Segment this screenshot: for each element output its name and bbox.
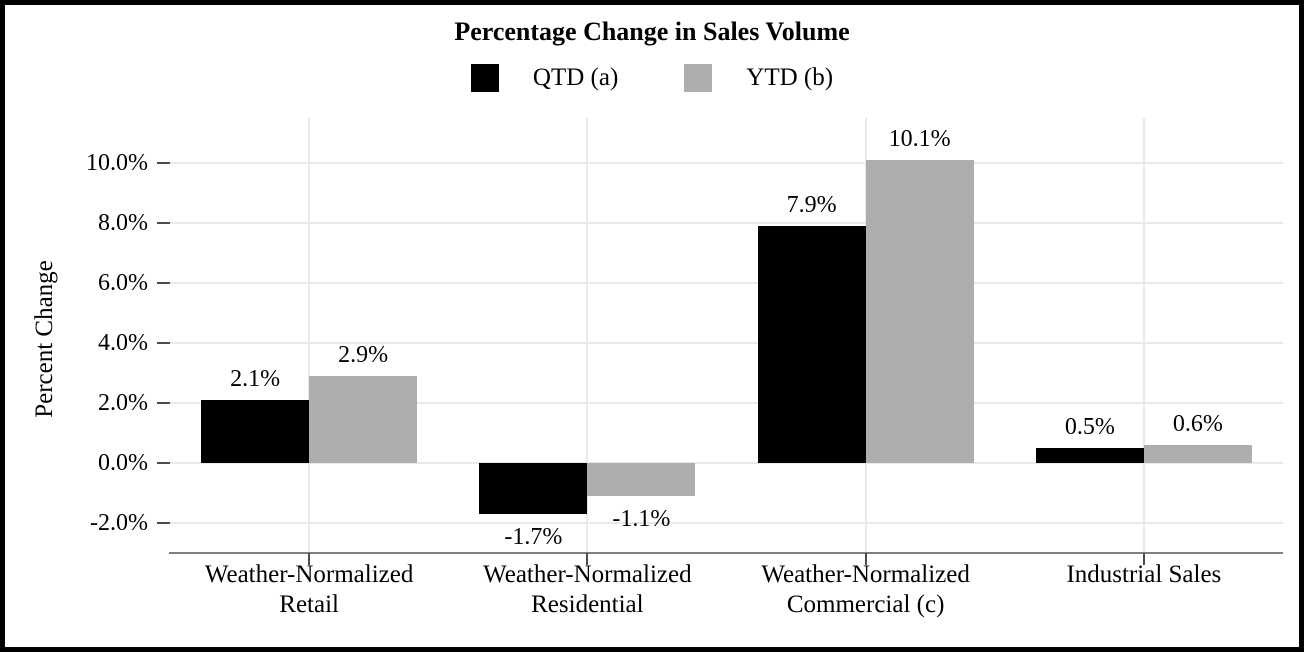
gridline-vertical bbox=[586, 118, 589, 553]
y-axis-tick bbox=[157, 222, 170, 224]
gridline-horizontal bbox=[170, 222, 1283, 224]
y-axis-tick bbox=[157, 522, 170, 524]
x-axis-tick bbox=[308, 553, 311, 565]
legend: QTD (a) YTD (b) bbox=[0, 60, 1304, 96]
legend-item-ytd: YTD (b) bbox=[684, 64, 833, 92]
gridline-vertical bbox=[1142, 118, 1145, 553]
legend-swatch-ytd-icon bbox=[684, 64, 713, 92]
x-tick-label-line: Industrial Sales bbox=[1066, 561, 1222, 588]
legend-label-qtd: QTD (a) bbox=[532, 64, 619, 91]
x-tick-label: Industrial Sales bbox=[994, 560, 1294, 590]
y-tick-label: 8.0% bbox=[98, 210, 148, 236]
gridline-horizontal bbox=[170, 402, 1283, 404]
legend-label-ytd: YTD (b) bbox=[746, 64, 834, 91]
bar-qtd bbox=[757, 226, 866, 463]
bar-value-label: 2.9% bbox=[338, 342, 389, 368]
x-axis-tick bbox=[586, 553, 589, 565]
legend-item-qtd: QTD (a) bbox=[470, 64, 619, 92]
gridline-vertical bbox=[308, 118, 311, 553]
bar-ytd bbox=[1143, 445, 1252, 463]
bar-ytd bbox=[587, 463, 696, 496]
y-axis-tick bbox=[157, 162, 170, 164]
y-tick-label: -2.0% bbox=[90, 510, 148, 536]
x-tick-label-line: Residential bbox=[531, 591, 644, 618]
x-tick-label: Weather-Normalized Residential bbox=[437, 560, 737, 620]
gridline-horizontal bbox=[170, 342, 1283, 344]
y-axis-tick bbox=[157, 402, 170, 404]
x-tick-label: Weather-Normalized Commercial (c) bbox=[716, 560, 1016, 620]
y-tick-label: 4.0% bbox=[98, 330, 148, 356]
x-tick-label-line: Weather-Normalized bbox=[761, 561, 970, 588]
legend-swatch-qtd-icon bbox=[470, 64, 499, 92]
y-tick-label: 6.0% bbox=[98, 270, 148, 296]
gridline-horizontal bbox=[170, 282, 1283, 284]
gridline-horizontal bbox=[170, 162, 1283, 164]
bar-value-label: 0.6% bbox=[1172, 411, 1223, 437]
bar-qtd bbox=[201, 400, 310, 463]
y-axis-tick bbox=[157, 282, 170, 284]
y-axis-tick bbox=[157, 342, 170, 344]
x-axis-tick bbox=[864, 553, 867, 565]
y-tick-label: 2.0% bbox=[98, 390, 148, 416]
y-tick-label: 0.0% bbox=[98, 450, 148, 476]
y-tick-label: 10.0% bbox=[86, 150, 148, 176]
bar-qtd bbox=[1035, 448, 1144, 463]
chart-title: Percentage Change in Sales Volume bbox=[454, 17, 850, 46]
gridline-horizontal bbox=[170, 522, 1283, 524]
bar-value-label: -1.1% bbox=[612, 506, 671, 532]
bar-value-label: 2.1% bbox=[230, 366, 281, 392]
bar-ytd bbox=[865, 160, 974, 463]
y-axis-tick bbox=[157, 462, 170, 464]
bar-ytd bbox=[309, 376, 418, 463]
bar-qtd bbox=[479, 463, 588, 514]
bar-value-label: 7.9% bbox=[786, 192, 837, 218]
x-tick-label-line: Commercial (c) bbox=[786, 591, 945, 618]
x-tick-label: Weather-Normalized Retail bbox=[159, 560, 459, 620]
bar-value-label: 10.1% bbox=[888, 126, 951, 152]
x-tick-label-line: Weather-Normalized bbox=[204, 561, 414, 588]
bar-value-label: -1.7% bbox=[504, 524, 563, 550]
x-axis-tick bbox=[1142, 553, 1145, 565]
x-tick-label-line: Retail bbox=[279, 591, 339, 618]
bar-value-label: 0.5% bbox=[1064, 414, 1115, 440]
x-axis-line bbox=[169, 552, 1283, 554]
gridline-horizontal bbox=[170, 462, 1283, 464]
x-tick-label-line: Weather-Normalized bbox=[483, 561, 692, 588]
